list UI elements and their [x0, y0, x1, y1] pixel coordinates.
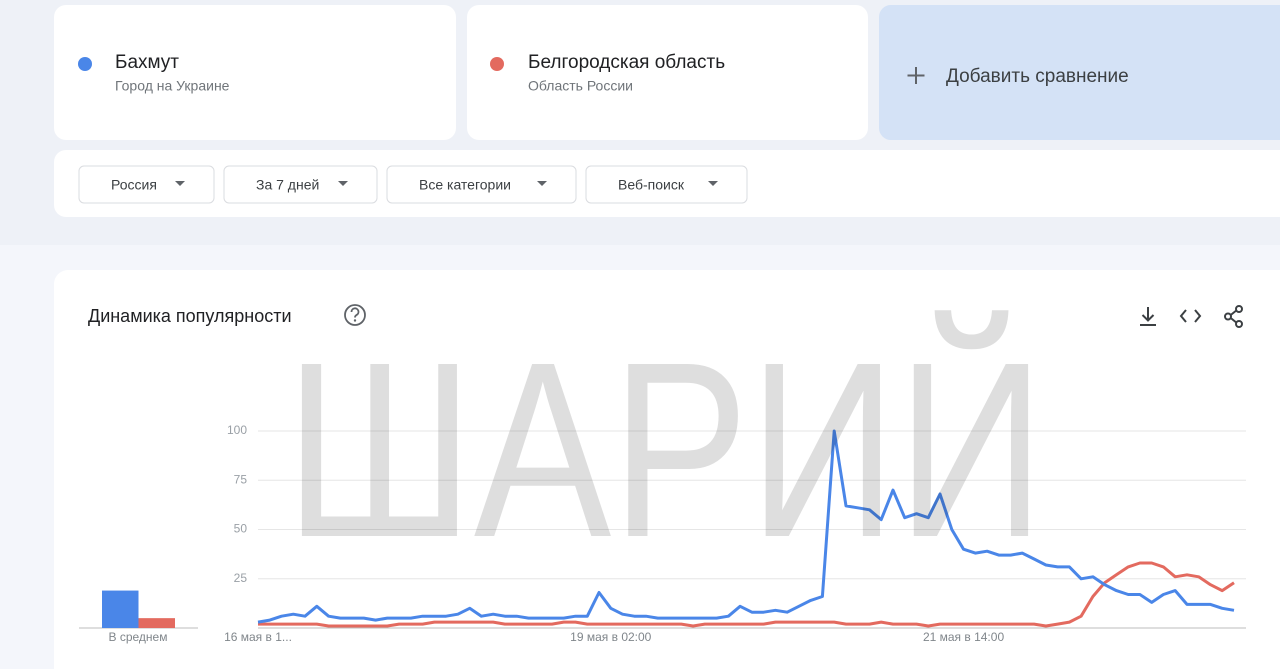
chart-panel: [54, 270, 1280, 669]
share-icon[interactable]: [1224, 305, 1243, 328]
term-subtitle: Область России: [528, 78, 633, 94]
avg-bar: [102, 590, 139, 628]
chart-title: Динамика популярности: [88, 306, 292, 326]
filter-label: За 7 дней: [256, 177, 319, 193]
term-dot: [490, 57, 504, 71]
y-tick-label: 100: [227, 423, 247, 437]
term-subtitle: Город на Украине: [115, 78, 230, 94]
filter-dropdown[interactable]: [585, 165, 748, 204]
filter-label: Все категории: [419, 177, 511, 193]
x-tick-label: 21 мая в 14:00: [923, 630, 1005, 644]
y-tick-label: 75: [234, 472, 248, 486]
filter-dropdown[interactable]: [78, 165, 215, 204]
plus-icon: [907, 67, 925, 84]
trend-line: [258, 561, 1235, 628]
filter-label: Веб-поиск: [618, 177, 685, 193]
y-tick-label: 25: [234, 571, 248, 585]
filter-dropdown[interactable]: [223, 165, 378, 204]
filter-label: Россия: [111, 177, 157, 193]
dropdown-arrow: [338, 181, 348, 186]
x-tick-label: 19 мая в 02:00: [570, 630, 652, 644]
watermark: ШАРИЙ: [285, 310, 1045, 589]
term-dot: [78, 57, 92, 71]
term-name: Бахмут: [115, 52, 179, 73]
dropdown-arrow: [537, 181, 547, 186]
download-icon[interactable]: [1140, 307, 1156, 326]
filter-dropdown[interactable]: [386, 165, 577, 204]
help-icon[interactable]: [344, 304, 366, 326]
term-name: Белгородская область: [528, 52, 725, 73]
dropdown-arrow: [175, 181, 185, 186]
term-card[interactable]: [54, 5, 456, 140]
add-comparison[interactable]: Добавить сравнение: [946, 66, 1129, 87]
embed-icon[interactable]: [1179, 309, 1202, 323]
avg-bar: [138, 618, 175, 628]
avg-label: В среднем: [109, 630, 168, 644]
y-tick-label: 50: [234, 522, 248, 536]
x-tick-label: 16 мая в 1...: [224, 630, 292, 644]
term-card[interactable]: [467, 5, 868, 140]
add-card[interactable]: [879, 5, 1280, 140]
dropdown-arrow: [708, 181, 718, 186]
trend-line: [257, 429, 1235, 624]
